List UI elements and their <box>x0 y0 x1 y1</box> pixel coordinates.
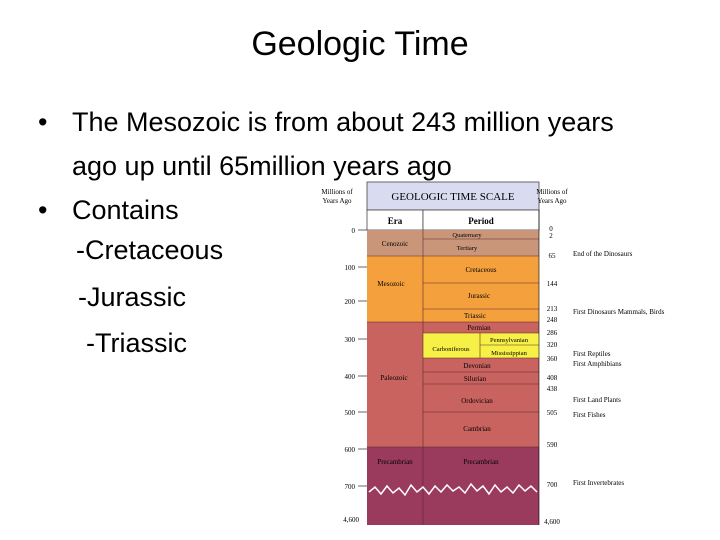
period-label-pennsylvanian: Pennsylvanian <box>490 337 529 344</box>
period-devonian <box>423 358 539 372</box>
event-annotations: End of the Dinosaurs First Dinosaurs Mam… <box>573 250 665 487</box>
right-tick-label: 438 <box>547 385 558 393</box>
period-label-cambrian: Cambrian <box>463 425 491 433</box>
right-axis-title-line-1: Millions of <box>536 188 568 196</box>
event-first-fishes: First Fishes <box>573 411 606 419</box>
left-tick-label: 300 <box>345 336 356 344</box>
geologic-time-scale-figure: GEOLOGIC TIME SCALE Era Period Millions … <box>315 180 720 526</box>
era-label-paleozoic: Paleozoic <box>380 374 407 382</box>
right-tick-label: 320 <box>547 341 558 349</box>
subitem-triassic: -Triassic <box>86 328 187 358</box>
right-axis-ticks: 0 2 65 144 213 248 286 320 360 408 438 5… <box>544 225 560 526</box>
era-label-mesozoic: Mesozoic <box>377 280 404 288</box>
period-cretaceous <box>423 256 539 283</box>
period-mississippian <box>480 345 539 358</box>
bullet-list: • The Mesozoic is from about 243 million… <box>38 100 678 232</box>
period-pennsylvanian <box>480 333 539 345</box>
left-tick-label: 200 <box>345 298 356 306</box>
period-label-carboniferous: Carboniferous <box>432 346 470 353</box>
bullet-dot: • <box>38 107 48 137</box>
era-mesozoic <box>367 256 423 322</box>
period-label-quaternary: Quaternary <box>452 232 482 239</box>
era-label-precambrian: Precambrian <box>377 458 413 466</box>
right-tick-label: 248 <box>547 316 558 324</box>
left-tick-label: 400 <box>345 373 356 381</box>
bullet-contains-text: Contains <box>72 195 179 225</box>
period-column-header: Period <box>468 216 494 226</box>
bullet-mesozoic-line-2: ago up until 65million years ago <box>72 151 452 181</box>
left-axis-title-line-2: Years Ago <box>322 197 352 205</box>
left-axis-ticks: 0 100 200 300 400 500 600 700 4,600 <box>343 227 359 524</box>
era-column-header: Era <box>388 216 403 226</box>
era-paleozoic <box>367 322 423 447</box>
right-tick-label: 286 <box>547 329 558 337</box>
slide-title: Geologic Time <box>251 25 469 63</box>
left-axis-tick-marks <box>358 229 367 487</box>
bullet-contains: • Contains <box>38 188 678 232</box>
event-first-dinosaurs: First Dinosaurs Mammals, Birds <box>573 308 665 316</box>
left-tick-label: 500 <box>345 409 356 417</box>
period-label-cretaceous: Cretaceous <box>465 266 496 274</box>
subitem-cretaceous: -Cretaceous <box>76 235 224 265</box>
left-tick-label: 4,600 <box>343 516 359 524</box>
period-cambrian <box>423 412 539 447</box>
left-tick-label: 100 <box>345 264 356 272</box>
period-label-permian: Permian <box>467 324 491 332</box>
right-tick-label: 213 <box>547 305 558 313</box>
right-tick-label: 360 <box>547 355 558 363</box>
bullet-mesozoic: • The Mesozoic is from about 243 million… <box>38 100 678 188</box>
era-label-cenozoic: Cenozoic <box>382 240 408 248</box>
right-tick-label: 700 <box>547 481 558 489</box>
figure-title: GEOLOGIC TIME SCALE <box>391 191 515 203</box>
period-quaternary <box>423 230 539 239</box>
right-tick-label: 4,600 <box>544 518 560 526</box>
period-ordovician <box>423 384 539 412</box>
right-tick-label: 505 <box>547 409 558 417</box>
era-cenozoic <box>367 230 423 256</box>
period-label-jurassic: Jurassic <box>468 292 490 300</box>
period-jurassic <box>423 283 539 309</box>
period-triassic <box>423 309 539 322</box>
geologic-time-scale-svg: GEOLOGIC TIME SCALE Era Period Millions … <box>321 181 665 526</box>
right-tick-label: 590 <box>547 441 558 449</box>
period-label-precambrian: Precambrian <box>463 458 499 466</box>
time-break-squiggle <box>368 482 538 497</box>
bullet-mesozoic-line-1: The Mesozoic is from about 243 million y… <box>72 107 614 137</box>
period-label-silurian: Silurian <box>464 375 487 383</box>
subitem-jurassic: -Jurassic <box>78 282 187 312</box>
period-label-tertiary: Tertiary <box>457 245 478 252</box>
event-first-reptiles: First Reptiles <box>573 350 611 358</box>
left-axis-title-line-1: Millions of <box>321 188 353 196</box>
right-tick-label: 408 <box>547 374 558 382</box>
period-separators <box>367 230 539 525</box>
period-tertiary <box>423 239 539 256</box>
period-label-devonian: Devonian <box>463 362 491 370</box>
period-silurian <box>423 372 539 384</box>
event-first-invertebrates: First Invertebrates <box>573 479 624 487</box>
period-label-triassic: Triassic <box>464 312 486 320</box>
event-first-amphibians: First Amphibians <box>573 360 622 368</box>
left-tick-label: 600 <box>345 446 356 454</box>
era-precambrian <box>367 447 423 525</box>
right-tick-label: 65 <box>549 252 557 260</box>
left-tick-label: 0 <box>352 227 356 235</box>
period-label-ordovician: Ordovician <box>461 397 493 405</box>
left-tick-label: 700 <box>345 483 356 491</box>
period-carboniferous <box>423 333 480 358</box>
period-permian <box>423 322 539 333</box>
period-label-mississippian: Mississippian <box>491 350 528 357</box>
right-axis-title-line-2: Years Ago <box>537 197 567 205</box>
event-first-land-plants: First Land Plants <box>573 396 621 404</box>
bullet-dot: • <box>38 195 48 225</box>
event-end-dinosaurs: End of the Dinosaurs <box>573 250 633 258</box>
right-tick-label: 2 <box>549 232 553 240</box>
right-tick-label: 0 <box>549 225 553 233</box>
right-tick-label: 144 <box>547 280 558 288</box>
